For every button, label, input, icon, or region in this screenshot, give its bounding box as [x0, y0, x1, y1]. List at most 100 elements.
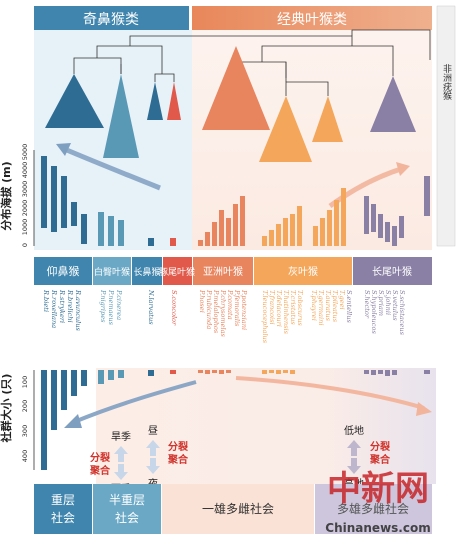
elevation-bar	[212, 222, 217, 246]
species-name: P.femoralis	[233, 289, 241, 327]
species-name: R.strykeri	[58, 289, 66, 323]
elevation-axis-title: 分布海拔 (m)	[0, 161, 13, 230]
group-size-tick: 100	[21, 376, 29, 388]
group-size-bar	[283, 370, 288, 373]
elevation-bar	[334, 200, 339, 246]
phylogeny-tree	[73, 29, 431, 96]
species-name: S.concolor	[170, 290, 178, 326]
elevation-bar	[148, 238, 154, 246]
elevation-bar	[320, 218, 325, 246]
group-size-bar	[41, 370, 47, 470]
species-name: P.comata	[226, 289, 234, 320]
group-size-bar	[61, 370, 67, 410]
chinanews-watermark: 中新网 Chinanews.com	[325, 469, 430, 535]
species-name: T.geei	[338, 290, 346, 310]
elevation-tick: 0	[21, 243, 29, 247]
group-size-axis: 社群大小 (只) 100 200 300 400	[0, 370, 35, 470]
species-name: P.rubicunda	[205, 289, 213, 329]
species-name: R.brelichi	[66, 289, 74, 323]
society-label: 社会	[115, 510, 139, 525]
group-size-bar	[385, 370, 390, 376]
society-box-one-male	[162, 484, 314, 534]
elevation-bar	[385, 222, 390, 242]
group-label: 灰叶猴	[288, 265, 318, 278]
species-name: T.auratus	[324, 290, 332, 322]
clade-triangle-semnopithecus	[370, 76, 416, 132]
species-name: S.johnii	[384, 290, 392, 315]
arrow-down-left	[73, 380, 197, 424]
elevation-bar	[341, 188, 346, 246]
group-size-bar	[198, 370, 203, 373]
group-box-semnopithecus	[353, 257, 432, 285]
african-colobine-strip	[436, 5, 456, 247]
species-name: S.priam	[377, 290, 385, 316]
group-size-bar	[108, 370, 114, 380]
up-arrow-icon	[146, 440, 160, 456]
split-label: 分裂	[370, 440, 390, 453]
elevation-bar	[269, 230, 274, 246]
group-size-bar	[226, 370, 231, 373]
species-name: R.bieti	[42, 289, 50, 312]
group-size-bar	[364, 370, 369, 374]
species-name: P.potenziani	[240, 289, 248, 330]
side-label: 非洲疣猴	[441, 63, 452, 101]
group-box-trachypithecus	[254, 257, 352, 285]
group-size-bar	[378, 370, 383, 374]
merge-label: 聚合	[167, 453, 189, 466]
society-row: 重层 社会 半重层 社会 一雄多雌社会 多雄多雌社会	[34, 484, 432, 534]
clade-triangle-rhinopithecus	[45, 74, 104, 128]
species-name: T.delacouri	[275, 290, 283, 327]
elevation-bar	[71, 202, 77, 226]
group-size-bar	[269, 370, 274, 373]
group-size-axis-title: 社群大小 (只)	[0, 374, 13, 444]
header-right-label: 经典叶猴类	[277, 12, 347, 28]
elevation-tick: 1000	[21, 219, 29, 236]
group-box-presbytis	[193, 257, 253, 285]
elevation-bar	[364, 196, 369, 234]
clade-triangle-trachypithecus-b	[312, 96, 343, 142]
clade-triangle-pygathrix	[103, 74, 139, 158]
right-panel-bg	[192, 30, 432, 250]
species-name: S.entellus	[345, 290, 353, 324]
species-name: T.leucocephalus	[261, 290, 269, 344]
group-size-bar	[170, 370, 176, 374]
species-name: S.schistaceus	[398, 290, 406, 336]
elevation-bar	[283, 218, 288, 246]
arrow-up-right-head	[396, 162, 410, 176]
group-size-bar	[424, 370, 430, 374]
group-size-bar	[98, 370, 104, 384]
group-size-bar	[392, 370, 397, 375]
group-label: 长鼻猴	[133, 266, 160, 278]
species-name: P.hosei	[198, 289, 206, 313]
down-arrow-icon	[114, 464, 128, 480]
group-box-nasalis	[132, 257, 162, 285]
group-size-bar	[51, 370, 57, 430]
elevation-bar	[108, 216, 114, 246]
species-name: P.melalophos	[212, 289, 220, 334]
species-name: R.avunculus	[74, 289, 82, 332]
elevation-bar	[371, 204, 376, 232]
clade-triangle-simias	[167, 82, 181, 120]
elevation-bar	[226, 218, 231, 246]
header-left-bar	[34, 6, 189, 30]
group-size-bar	[205, 370, 210, 374]
header-left-label: 奇鼻猴类	[83, 11, 139, 28]
elevation-bar	[392, 226, 397, 246]
elevation-bar	[198, 240, 203, 246]
species-name: P.cinerea	[115, 289, 123, 320]
group-size-bar	[71, 370, 77, 396]
elevation-bar	[61, 176, 67, 228]
split-label: 分裂	[90, 451, 110, 464]
species-name: T.cristatus	[289, 290, 297, 325]
elevation-bars	[41, 156, 430, 246]
species-name: T.hatinhensis	[282, 290, 290, 335]
elevation-bar	[219, 210, 224, 246]
group-size-bar	[118, 370, 124, 378]
clade-triangle-presbytis	[202, 46, 270, 130]
arrow-down-left-head	[64, 414, 82, 428]
merge-label: 聚合	[369, 453, 391, 466]
society-label: 多雄多雌社会	[337, 501, 409, 516]
elevation-bar	[313, 226, 318, 246]
elevation-tick: 4000	[21, 162, 29, 179]
